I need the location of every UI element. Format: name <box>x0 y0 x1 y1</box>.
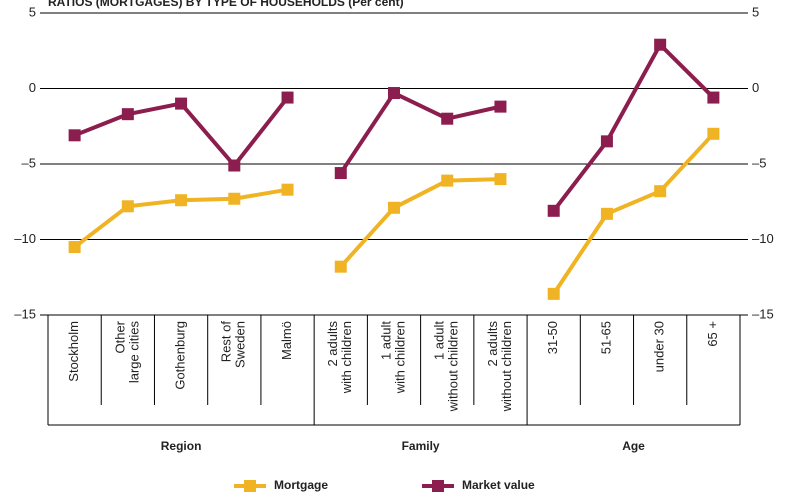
marker <box>121 200 134 213</box>
marker <box>654 185 667 198</box>
x-tick-label: with children <box>392 321 407 394</box>
x-tick-label: Rest of <box>219 321 234 363</box>
x-tick-label: without children <box>446 321 461 412</box>
marker <box>175 194 188 207</box>
marker <box>121 108 134 121</box>
x-tick-label: under 30 <box>652 321 667 372</box>
marker <box>281 91 294 104</box>
marker <box>228 159 241 172</box>
marker <box>600 135 613 148</box>
x-tick-label: Malmö <box>279 321 294 360</box>
x-tick-label: Gothenburg <box>173 321 188 390</box>
x-tick-label: Stockholm <box>66 321 81 382</box>
chart-title: RATIOS (MORTGAGES) BY TYPE OF HOUSEHOLDS… <box>48 0 404 9</box>
x-tick-label: with children <box>339 321 354 394</box>
x-tick-label: 65 + <box>705 321 720 347</box>
marker <box>68 129 81 142</box>
y2-tick-label: –10 <box>752 231 774 246</box>
marker <box>707 91 720 104</box>
marker <box>547 204 560 217</box>
line <box>552 132 715 295</box>
marker <box>441 174 454 187</box>
line <box>339 177 501 269</box>
x-tick-label: 1 adult <box>378 321 393 360</box>
marker <box>388 87 400 100</box>
marker <box>281 183 294 196</box>
group-label: Region <box>161 439 202 453</box>
y-tick-label: –5 <box>22 155 36 170</box>
y-tick-label: –10 <box>14 231 36 246</box>
y2-tick-label: 0 <box>752 80 759 95</box>
y2-tick-label: –5 <box>752 155 766 170</box>
marker <box>228 192 241 205</box>
x-tick-label: without children <box>499 321 514 412</box>
marker <box>334 167 347 180</box>
group-label: Age <box>622 439 645 453</box>
y2-tick-label: 5 <box>752 4 759 19</box>
y-tick-label: –15 <box>14 306 36 321</box>
marker <box>334 260 347 273</box>
marker <box>441 112 454 125</box>
line <box>552 41 715 213</box>
marker <box>547 287 560 300</box>
x-tick-label: 51-65 <box>598 321 613 354</box>
legend-swatch <box>432 480 444 492</box>
marker <box>494 173 507 186</box>
marker <box>175 97 188 110</box>
x-tick-label: 31-50 <box>545 321 560 354</box>
marker <box>707 127 720 140</box>
x-tick-label: Other <box>112 320 127 353</box>
x-tick-label: Sweden <box>233 321 248 368</box>
group-label: Family <box>402 439 440 453</box>
legend-label: Market value <box>462 478 535 492</box>
y-tick-label: 0 <box>29 80 36 95</box>
marker <box>494 100 507 113</box>
legend-swatch <box>244 480 256 492</box>
x-tick-label: 2 adults <box>485 321 500 367</box>
marker <box>600 207 613 220</box>
marker <box>388 201 400 214</box>
marker <box>654 38 667 51</box>
y2-tick-label: –15 <box>752 306 774 321</box>
line <box>339 90 501 175</box>
legend-label: Mortgage <box>274 478 328 492</box>
y-tick-label: 5 <box>29 4 36 19</box>
x-tick-label: 2 adults <box>325 321 340 367</box>
x-tick-label: 1 adult <box>432 321 447 360</box>
x-tick-label: large cities <box>126 321 141 384</box>
marker <box>68 241 81 254</box>
